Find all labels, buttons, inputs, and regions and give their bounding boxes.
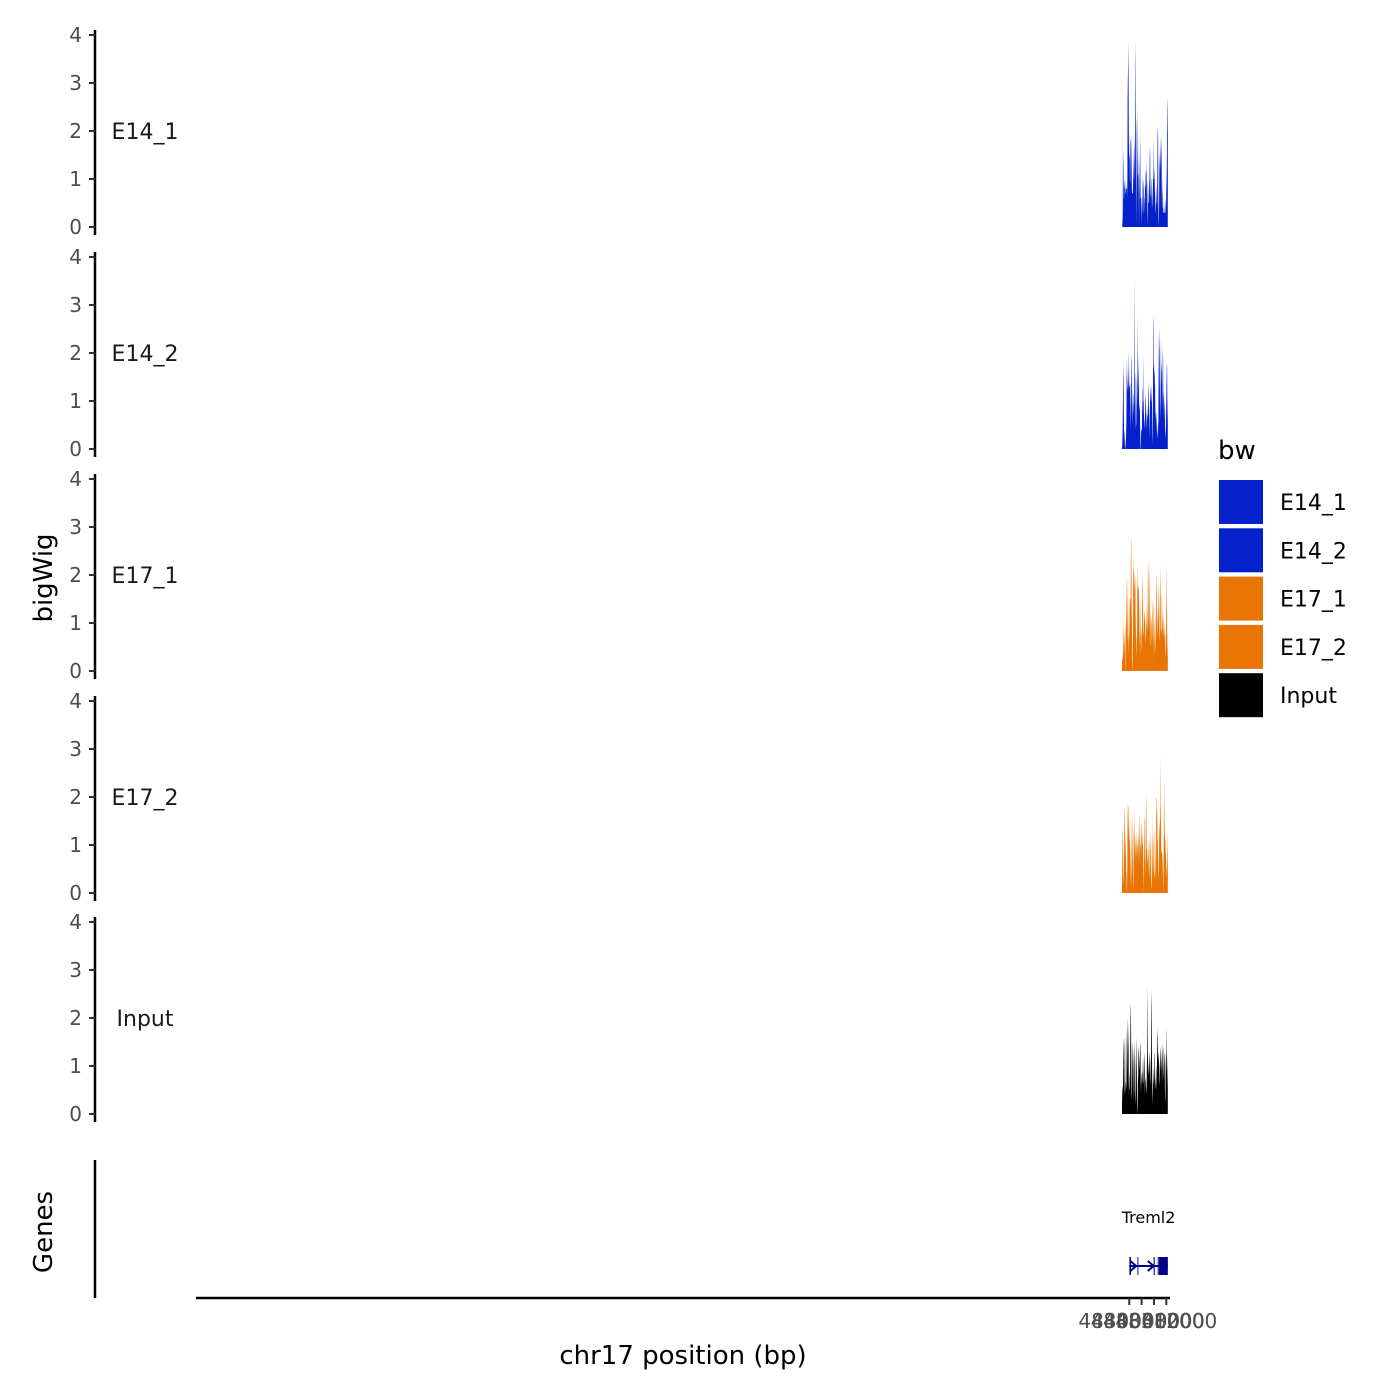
- y-tick-label: 2: [69, 785, 82, 809]
- legend-swatch-Input: [1219, 673, 1263, 718]
- x-tick-label: 48312000: [1115, 1309, 1217, 1333]
- y-tick-label: 1: [69, 389, 82, 413]
- y-tick-label: 0: [69, 215, 82, 239]
- coverage-area-E17_1: [1122, 536, 1168, 671]
- strand-chevron: [1129, 1260, 1138, 1272]
- y-tick-label: 3: [69, 958, 82, 982]
- y-tick-label: 2: [69, 1006, 82, 1030]
- coverage-area-Input: [1122, 984, 1168, 1114]
- y-tick-label: 4: [69, 23, 82, 47]
- legend-label-E14_2: E14_2: [1280, 539, 1347, 564]
- coverage-area-E14_2: [1122, 276, 1168, 449]
- gene-exon: [1158, 1257, 1168, 1275]
- y-axis-title: bigWig: [29, 533, 59, 622]
- coverage-area-E17_2: [1122, 753, 1168, 893]
- track-label: E14_2: [112, 342, 179, 367]
- x-tick-label: 48308000: [1103, 1309, 1205, 1333]
- y-tick-label: 4: [69, 245, 82, 269]
- y-tick-label: 0: [69, 1102, 82, 1126]
- y-tick-label: 4: [69, 467, 82, 491]
- y-tick-label: 3: [69, 293, 82, 317]
- legend-label-E17_1: E17_1: [1280, 588, 1347, 613]
- y-tick-label: 2: [69, 119, 82, 143]
- y-tick-label: 4: [69, 910, 82, 934]
- y-tick-label: 1: [69, 167, 82, 191]
- legend-title: bw: [1218, 436, 1256, 466]
- gene-exon: [1153, 1257, 1155, 1275]
- y-tick-label: 1: [69, 611, 82, 635]
- legend-label-E17_2: E17_2: [1280, 636, 1347, 661]
- legend-swatch-E17_2: [1219, 624, 1263, 669]
- gene-exon: [1129, 1257, 1131, 1275]
- y-tick-label: 2: [69, 563, 82, 587]
- y-tick-label: 1: [69, 1054, 82, 1078]
- y-tick-label: 3: [69, 737, 82, 761]
- tracks: 0 1 2 3 4 E14_1 0 1 2 3 4 E14_2 0 1 2 3 4 E17_1 0 1 2 3 4 E17_2…: [69, 23, 1168, 1126]
- track-E14_1: 0 1 2 3 4 E14_1: [69, 23, 1168, 239]
- legend-swatch-E17_1: [1219, 576, 1263, 621]
- legend: bw E14_1 E14_2 E17_1 E17_2 Input: [1218, 436, 1347, 718]
- x-tick-label: 48300000: [1078, 1309, 1180, 1333]
- legend-swatch-E14_1: [1219, 480, 1263, 524]
- track-E14_2: 0 1 2 3 4 E14_2: [69, 245, 1168, 461]
- gene-name-label: Treml2: [1121, 1208, 1176, 1227]
- legend-swatch-E14_2: [1219, 528, 1263, 573]
- track-label: E17_1: [112, 564, 179, 589]
- legend-label-E14_1: E14_1: [1280, 491, 1347, 516]
- x-tick-label: 48304000: [1091, 1309, 1193, 1333]
- track-label: Input: [117, 1007, 174, 1032]
- genes-axis-title: Genes: [29, 1191, 59, 1273]
- y-tick-label: 0: [69, 881, 82, 905]
- x-axis-title: chr17 position (bp): [559, 1341, 806, 1371]
- y-tick-label: 0: [69, 437, 82, 461]
- y-tick-label: 3: [69, 71, 82, 95]
- track-Input: 0 1 2 3 4 Input: [69, 910, 1168, 1126]
- gene-exon: [1137, 1257, 1139, 1275]
- track-E17_1: 0 1 2 3 4 E17_1: [69, 467, 1168, 683]
- track-E17_2: 0 1 2 3 4 E17_2: [69, 689, 1168, 905]
- gene-track: Treml2: [93, 1160, 1176, 1298]
- y-tick-label: 3: [69, 515, 82, 539]
- y-tick-label: 0: [69, 659, 82, 683]
- y-tick-label: 1: [69, 833, 82, 857]
- coverage-area-E14_1: [1122, 39, 1168, 227]
- y-tick-label: 2: [69, 341, 82, 365]
- track-label: E17_2: [112, 786, 179, 811]
- legend-label-Input: Input: [1280, 684, 1337, 709]
- y-tick-label: 4: [69, 689, 82, 713]
- track-label: E14_1: [112, 120, 179, 145]
